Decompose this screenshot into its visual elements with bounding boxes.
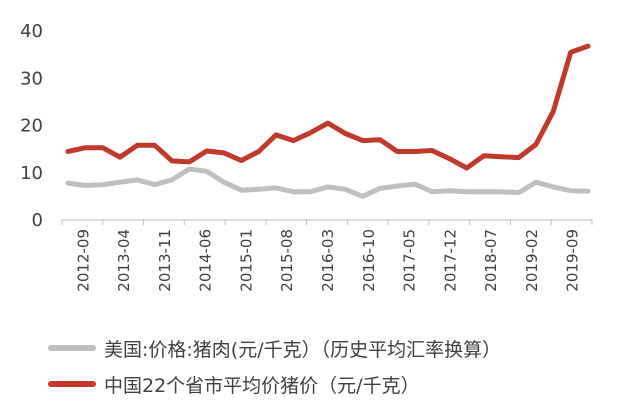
y-tick-label: 40 bbox=[20, 21, 43, 42]
x-tick-label: 2012-09 bbox=[74, 229, 92, 292]
legend-label-china-pork: 中国22个省市平均价猪价（元/千克） bbox=[104, 375, 420, 397]
series-lines bbox=[65, 43, 591, 199]
x-tick-label: 2018-07 bbox=[482, 229, 500, 292]
y-tick-label: 20 bbox=[20, 116, 43, 137]
series-line-us-pork bbox=[65, 166, 591, 199]
y-tick-label: 0 bbox=[32, 210, 43, 231]
x-tick-label: 2016-03 bbox=[319, 229, 337, 292]
y-axis-tick-labels: 0 10 20 30 40 bbox=[20, 21, 43, 231]
x-tick-label: 2017-12 bbox=[441, 229, 459, 292]
x-axis-tick-labels: 2012-09 2013-04 2013-11 2014-06 2015-01 2015-… bbox=[74, 229, 581, 292]
x-tick-label: 2015-08 bbox=[278, 229, 296, 292]
series-line-china-pork bbox=[65, 43, 591, 171]
legend-item-china-pork: 中国22个省市平均价猪价（元/千克） bbox=[0, 366, 620, 402]
y-tick-label: 30 bbox=[20, 68, 43, 89]
legend-swatch-china-pork bbox=[48, 381, 96, 387]
x-tick-label: 2015-01 bbox=[238, 229, 256, 292]
y-tick-label: 10 bbox=[20, 163, 43, 184]
x-tick-label: 2019-02 bbox=[523, 229, 541, 292]
legend-item-us-pork: 美国:价格:猪肉(元/千克）（历史平均汇率换算） bbox=[0, 330, 620, 366]
x-tick-label: 2017-05 bbox=[401, 229, 419, 292]
x-tick-label: 2013-11 bbox=[156, 229, 174, 292]
legend-label-us-pork: 美国:价格:猪肉(元/千克）（历史平均汇率换算） bbox=[104, 339, 502, 361]
x-tick-label: 2013-04 bbox=[115, 229, 133, 292]
x-tick-label: 2014-06 bbox=[197, 229, 215, 292]
legend-swatch-us-pork bbox=[48, 345, 96, 351]
x-axis-tick-marks bbox=[61, 220, 593, 225]
x-tick-label: 2016-10 bbox=[360, 229, 378, 292]
x-tick-label: 2019-09 bbox=[564, 229, 582, 292]
